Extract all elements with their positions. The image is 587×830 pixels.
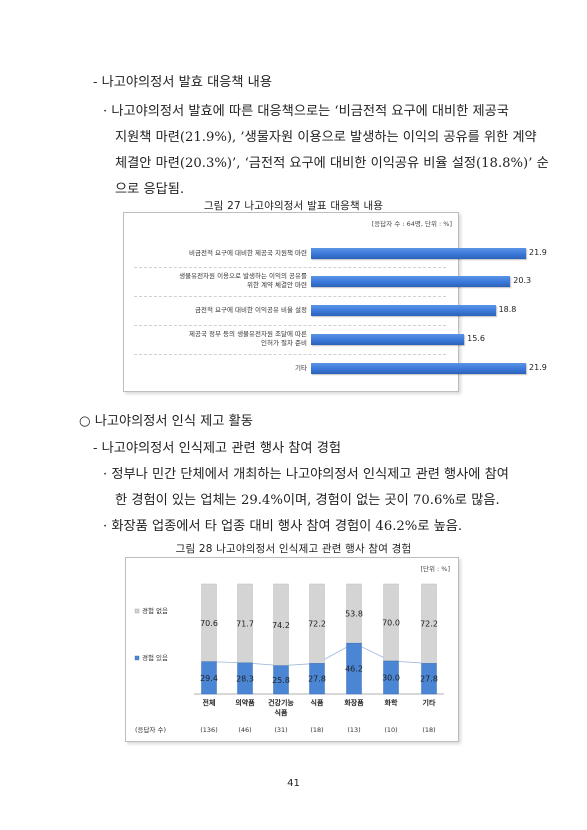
- figure28-bar-have: [421, 663, 437, 695]
- figure28-legend-label-not: 경험 없음: [142, 606, 168, 615]
- figure28-respondent-count: (18): [422, 726, 435, 734]
- figure28-category-label: 건강기능: [268, 698, 294, 707]
- figure28-value-not: 72.2: [420, 620, 438, 629]
- figure27-bar: [311, 333, 465, 345]
- figure28-category-label: 의약품: [235, 698, 255, 707]
- section2-bullet1-line-2: 한 경험이 있는 업체는 29.4%이며, 경험이 없는 곳이 70.6%로 많…: [115, 493, 500, 508]
- page-number: 41: [287, 778, 300, 789]
- figure27-category-label: 제공국 정부 등의 생물유전자원 조달에 따른 인허가 절차 준비: [189, 330, 307, 347]
- figure28-category-label: 화학: [385, 698, 398, 707]
- section2-heading: ○ 나고야의정서 인식 제고 활동: [79, 414, 253, 429]
- figure28-category-label: 식품: [311, 698, 324, 707]
- figure27-bar: [311, 275, 511, 287]
- figure28-bar-have: [309, 663, 325, 695]
- section2-bullet1-line-1: · 정부나 민간 단체에서 개최하는 나고야의정서 인식제고 관련 행사에 참여: [103, 467, 509, 482]
- section1-heading: - 나고야의정서 발효 대응책 내용: [93, 75, 272, 90]
- section1-bullet-line-2: 지원책 마련(21.9%), ’생물자원 이용으로 발생하는 이익의 공유를 위…: [115, 130, 537, 145]
- figure28-respondent-count: (10): [384, 726, 397, 734]
- figure27-category-label: 생물유전자원 이용으로 발생하는 이익의 공유를 위한 계약 체결안 마련: [179, 272, 307, 289]
- figure28-category-label: 화장품: [344, 698, 364, 707]
- figure28-respondent-count: (13): [347, 726, 360, 734]
- figure28-value-have: 30.0: [382, 674, 400, 683]
- figure28-value-have: 25.8: [272, 676, 290, 685]
- figure27-chart: [응답자 수 : 64명, 단위 : %] 비금전적 요구에 대비한 제공국 지…: [123, 212, 547, 392]
- figure27-category-label: 금전적 요구에 대비한 이익공유 비율 설정: [195, 305, 307, 314]
- figure28-bar-have: [201, 661, 217, 695]
- figure28-category-label: 전체: [203, 698, 216, 707]
- figure28-category-label: 기타: [423, 698, 436, 707]
- section2-bullet2: · 화장품 업종에서 타 업종 대비 행사 참여 경험이 46.2%로 높음.: [103, 519, 463, 534]
- figure28-value-not: 74.2: [272, 621, 290, 630]
- figure27-caption: 그림 27 나고야의정서 발표 대응책 내용: [203, 200, 384, 212]
- figure28-bar-have: [346, 642, 362, 695]
- figure27-category-label: 기타: [295, 363, 307, 372]
- figure28-respondent-count: (31): [274, 726, 287, 734]
- section2-subheading: - 나고야의정서 인식제고 관련 행사 참여 경험: [93, 441, 341, 456]
- figure28-legend-label-have: 경험 있음: [142, 653, 168, 662]
- figure28-value-not: 71.7: [236, 619, 254, 628]
- figure28-value-have: 29.4: [200, 674, 218, 683]
- figure28-value-not: 72.2: [308, 620, 326, 629]
- figure27-category-label: 비금전적 요구에 대비한 제공국 지원책 마련: [189, 248, 307, 257]
- section1-bullet-line-1: · 나고야의정서 발효에 따른 대응책으로는 ‘비금전적 요구에 대비한 제공국: [103, 104, 509, 119]
- figure28-respondent-count: (46): [238, 726, 251, 734]
- figure28-chart: [단위 : %] 29.4 70.6 전체 (136) 28.3 71.7 의약품 (46) 2…: [125, 557, 459, 742]
- figure27-separator: [134, 353, 446, 355]
- figure28-bar-have: [237, 662, 253, 695]
- figure28-legend-swatch-not: [134, 608, 140, 614]
- figure28-value-have: 28.3: [236, 674, 254, 683]
- figure28-bar-have: [383, 660, 399, 695]
- figure27-bar: [311, 247, 526, 259]
- figure28-legend-swatch-have: [134, 655, 140, 661]
- figure28-value-have: 27.8: [420, 675, 438, 684]
- figure28-value-have: 27.8: [308, 675, 326, 684]
- figure28-bar-have: [273, 665, 289, 695]
- figure28-value-not: 70.0: [382, 619, 400, 628]
- figure27-separator: [134, 295, 446, 297]
- figure27-bar: [311, 304, 496, 316]
- figure27-value-label: 21.9: [529, 363, 547, 372]
- figure27-value-label: 18.8: [498, 305, 517, 314]
- figure27-separator: [134, 324, 446, 326]
- figure27-unit: [응답자 수 : 64명, 단위 : %]: [371, 220, 452, 228]
- figure28-unit: [단위 : %]: [420, 565, 450, 573]
- figure28-plot: 29.4 70.6 전체 (136) 28.3 71.7 의약품 (46) 25.8 74.2 건강…: [134, 583, 444, 734]
- figure28-category-label: 식품: [275, 708, 288, 717]
- figure28-value-not: 53.8: [345, 610, 363, 619]
- figure28-value-have: 46.2: [345, 665, 363, 674]
- figure28-value-not: 70.6: [200, 619, 218, 628]
- figure28-respondents-label: (응답자 수): [135, 725, 166, 734]
- figure28-respondent-count: (136): [200, 726, 217, 734]
- figure28-respondent-count: (18): [310, 726, 323, 734]
- figure27-value-label: 15.6: [467, 334, 485, 343]
- figure27-value-label: 20.3: [513, 276, 532, 285]
- section1-bullet-line-3: 체결안 마련(20.3%)’, ‘금전적 요구에 대비한 이익공유 비율 설정(…: [115, 156, 549, 171]
- figure28-caption: 그림 28 나고야의정서 인식제고 관련 행사 참여 경험: [175, 543, 412, 555]
- section1-bullet-line-4: 으로 응답됨.: [115, 182, 185, 197]
- figure27-separator: [134, 267, 446, 268]
- figure27-value-label: 21.9: [529, 248, 547, 257]
- figure27-bar: [311, 362, 526, 374]
